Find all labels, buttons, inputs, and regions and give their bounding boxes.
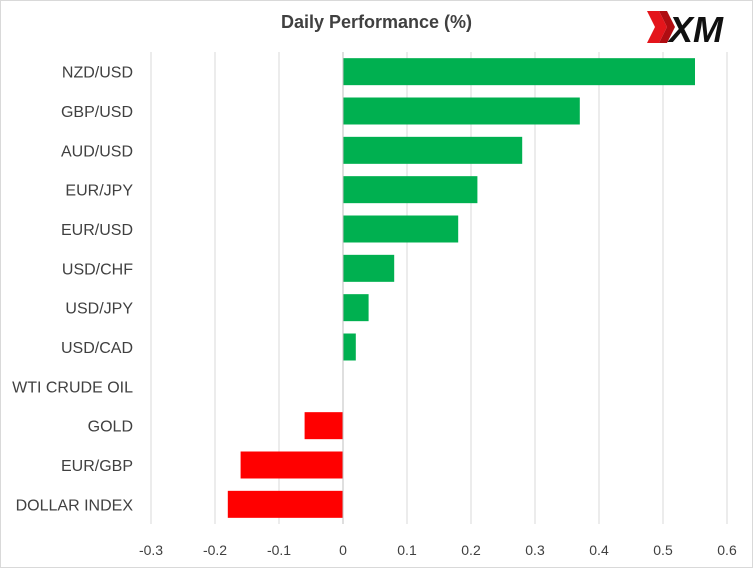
bar-nzd-usd: [343, 58, 695, 86]
bar-dollar-index: [227, 490, 343, 518]
category-label-usd-cad: USD/CAD: [61, 340, 133, 357]
category-label-wti-crude-oil: WTI CRUDE OIL: [12, 379, 133, 396]
category-label-usd-chf: USD/CHF: [62, 261, 133, 278]
bar-usd-jpy: [343, 294, 369, 322]
xm-logo: XM: [647, 9, 724, 47]
category-label-nzd-usd: NZD/USD: [62, 65, 133, 82]
category-label-gbp-usd: GBP/USD: [61, 104, 133, 121]
x-tick-label: 0.5: [653, 542, 673, 558]
gridlines: [150, 52, 728, 524]
bar-usd-cad: [343, 333, 356, 361]
bar-eur-usd: [343, 215, 459, 243]
x-tick-label: 0.4: [589, 542, 609, 558]
x-tick-label: 0.2: [461, 542, 481, 558]
svg-text:XM: XM: [667, 9, 724, 47]
x-tick-label: -0.2: [203, 542, 227, 558]
bar-eur-gbp: [240, 451, 343, 479]
bar-usd-chf: [343, 254, 395, 282]
x-tick-label: -0.1: [267, 542, 291, 558]
category-labels: NZD/USD GBP/USD AUD/USD EUR/JPY EUR/USD USD/C…: [12, 65, 133, 515]
category-label-usd-jpy: USD/JPY: [65, 301, 133, 318]
x-axis-tick-labels: -0.3 -0.2 -0.1 0 0.1 0.2 0.3 0.4 0.5 0.6: [139, 542, 737, 558]
category-label-eur-gbp: EUR/GBP: [61, 458, 133, 475]
x-tick-label: 0.6: [717, 542, 737, 558]
category-label-eur-jpy: EUR/JPY: [65, 183, 133, 200]
category-label-dollar-index: DOLLAR INDEX: [16, 497, 134, 514]
bars: [227, 58, 695, 518]
x-tick-label: 0.3: [525, 542, 545, 558]
category-label-gold: GOLD: [88, 419, 133, 436]
bar-eur-jpy: [343, 176, 478, 204]
category-label-eur-usd: EUR/USD: [61, 222, 133, 239]
x-tick-label: 0: [339, 542, 347, 558]
chart-title: Daily Performance (%): [280, 12, 473, 32]
bar-gold: [304, 412, 343, 440]
x-tick-label: -0.3: [139, 542, 163, 558]
bar-aud-usd: [343, 136, 523, 164]
x-tick-label: 0.1: [397, 542, 417, 558]
category-label-aud-usd: AUD/USD: [61, 143, 133, 160]
bar-gbp-usd: [343, 97, 580, 125]
